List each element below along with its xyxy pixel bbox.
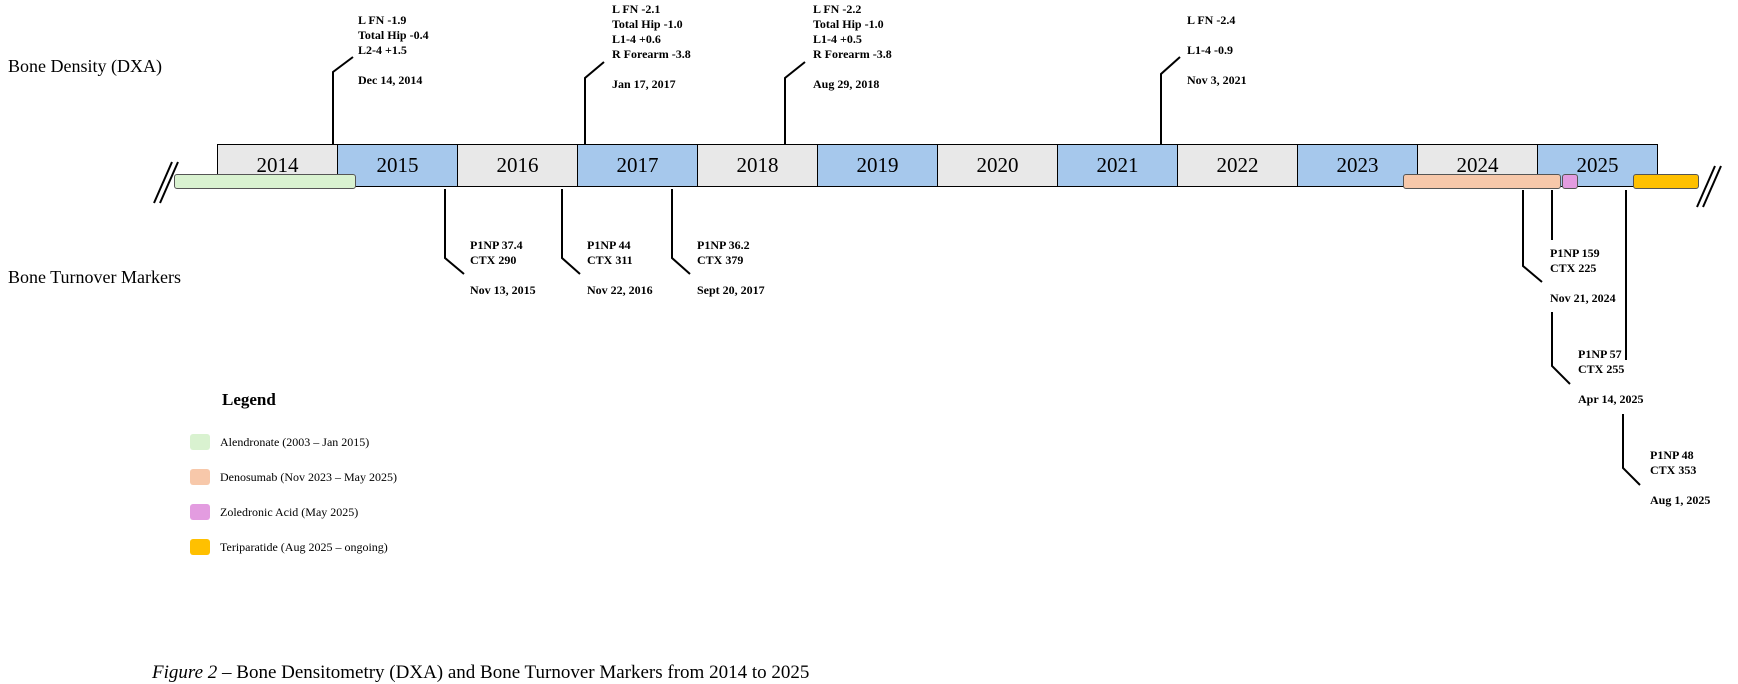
year-cell: 2023 — [1297, 144, 1418, 187]
dxa-date: Nov 3, 2021 — [1187, 73, 1247, 87]
year-label: 2024 — [1456, 153, 1499, 177]
p1np-value: P1NP 44 — [587, 238, 631, 252]
dxa-row-label: Bone Density (DXA) — [8, 56, 162, 76]
year-label: 2017 — [616, 153, 659, 177]
dxa-annotation: L FN -2.1 Total Hip -1.0 L1-4 +0.6 R For… — [612, 2, 691, 92]
btm-date: Apr 14, 2025 — [1578, 392, 1644, 406]
btm-annotation: P1NP 44 CTX 311 Nov 22, 2016 — [587, 238, 653, 298]
dxa-date: Dec 14, 2014 — [358, 73, 423, 87]
legend-swatch — [190, 504, 210, 520]
dxa-value: L FN -2.4 — [1187, 13, 1236, 27]
btm-annotation: P1NP 48 CTX 353 Aug 1, 2025 — [1650, 448, 1710, 508]
year-label: 2025 — [1576, 153, 1619, 177]
year-label: 2020 — [976, 153, 1019, 177]
btm-annotation: P1NP 57 CTX 255 Apr 14, 2025 — [1578, 347, 1643, 407]
dxa-value: Total Hip -1.0 — [612, 17, 683, 31]
teriparatide-bar — [1633, 174, 1699, 189]
legend-swatch — [190, 434, 210, 450]
dxa-value: L1-4 +0.6 — [612, 32, 661, 46]
ctx-value: CTX 225 — [1550, 261, 1597, 275]
legend-label: Zoledronic Acid (May 2025) — [220, 504, 359, 519]
year-label: 2015 — [376, 153, 419, 177]
dxa-value: L FN -2.1 — [612, 2, 661, 16]
legend-title: Legend — [222, 390, 276, 409]
year-label: 2019 — [856, 153, 899, 177]
p1np-value: P1NP 159 — [1550, 246, 1600, 260]
legend-item: Zoledronic Acid (May 2025) — [190, 502, 358, 522]
btm-annotation: P1NP 36.2 CTX 379 Sept 20, 2017 — [697, 238, 765, 298]
year-label: 2023 — [1336, 153, 1379, 177]
p1np-value: P1NP 57 — [1578, 347, 1622, 361]
ctx-value: CTX 379 — [697, 253, 744, 267]
p1np-value: P1NP 48 — [1650, 448, 1694, 462]
btm-date: Nov 22, 2016 — [587, 283, 653, 297]
figure-number: Figure 2 — [152, 662, 218, 683]
dxa-date: Aug 29, 2018 — [813, 77, 880, 91]
year-label: 2016 — [496, 153, 539, 177]
dxa-value: Total Hip -1.0 — [813, 17, 884, 31]
legend-label: Alendronate (2003 – Jan 2015) — [220, 434, 370, 449]
ctx-value: CTX 290 — [470, 253, 517, 267]
year-label: 2018 — [736, 153, 779, 177]
legend-item: Alendronate (2003 – Jan 2015) — [190, 432, 369, 452]
dxa-value: L1-4 +0.5 — [813, 32, 862, 46]
denosumab-bar — [1403, 174, 1561, 189]
ctx-value: CTX 255 — [1578, 362, 1625, 376]
year-cell: 2019 — [817, 144, 938, 187]
p1np-value: P1NP 37.4 — [470, 238, 523, 252]
legend-label: Denosumab (Nov 2023 – May 2025) — [220, 469, 397, 484]
dxa-value: L FN -1.9 — [358, 13, 407, 27]
legend-item: Teriparatide (Aug 2025 – ongoing) — [190, 537, 388, 557]
year-cell: 2016 — [457, 144, 578, 187]
dxa-value: L1-4 -0.9 — [1187, 43, 1233, 57]
alendronate-bar — [174, 174, 356, 189]
legend-swatch — [190, 539, 210, 555]
btm-date: Aug 1, 2025 — [1650, 493, 1711, 507]
p1np-value: P1NP 36.2 — [697, 238, 750, 252]
btm-date: Nov 21, 2024 — [1550, 291, 1616, 305]
btm-date: Nov 13, 2015 — [470, 283, 536, 297]
dxa-value: L2-4 +1.5 — [358, 43, 407, 57]
dxa-annotation: L FN -2.4 L1-4 -0.9 Nov 3, 2021 — [1187, 13, 1247, 88]
legend-swatch — [190, 469, 210, 485]
btm-row-label: Bone Turnover Markers — [8, 267, 181, 287]
dxa-annotation: L FN -2.2 Total Hip -1.0 L1-4 +0.5 R For… — [813, 2, 892, 92]
btm-annotation: P1NP 37.4 CTX 290 Nov 13, 2015 — [470, 238, 536, 298]
year-cell: 2022 — [1177, 144, 1298, 187]
dxa-value: L FN -2.2 — [813, 2, 862, 16]
dxa-value: R Forearm -3.8 — [813, 47, 892, 61]
btm-annotation: P1NP 159 CTX 225 Nov 21, 2024 — [1550, 246, 1616, 306]
year-cell: 2020 — [937, 144, 1058, 187]
dxa-annotation: L FN -1.9 Total Hip -0.4 L2-4 +1.5 Dec 1… — [358, 13, 429, 88]
year-cell: 2018 — [697, 144, 818, 187]
dxa-date: Jan 17, 2017 — [612, 77, 676, 91]
dxa-value — [1187, 28, 1247, 43]
ctx-value: CTX 353 — [1650, 463, 1697, 477]
legend-item: Denosumab (Nov 2023 – May 2025) — [190, 467, 397, 487]
figure-caption: Figure 2 – Bone Densitometry (DXA) and B… — [152, 662, 809, 684]
dxa-value: R Forearm -3.8 — [612, 47, 691, 61]
ctx-value: CTX 311 — [587, 253, 633, 267]
year-label: 2022 — [1216, 153, 1259, 177]
year-label: 2014 — [256, 153, 299, 177]
btm-date: Sept 20, 2017 — [697, 283, 765, 297]
zoledronic-acid-bar — [1562, 174, 1578, 189]
year-cell: 2015 — [337, 144, 458, 187]
year-label: 2021 — [1096, 153, 1139, 177]
dxa-value: Total Hip -0.4 — [358, 28, 429, 42]
year-cell: 2021 — [1057, 144, 1178, 187]
legend-label: Teriparatide (Aug 2025 – ongoing) — [220, 539, 388, 554]
caption-text: – Bone Densitometry (DXA) and Bone Turno… — [217, 662, 810, 683]
